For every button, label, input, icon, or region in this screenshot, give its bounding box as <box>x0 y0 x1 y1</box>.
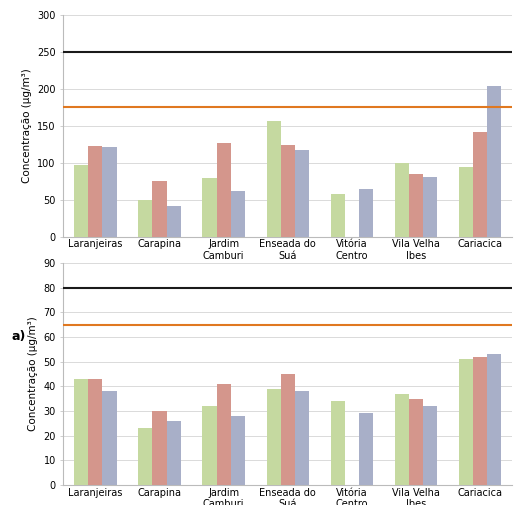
Bar <box>231 416 245 485</box>
Bar <box>409 398 423 485</box>
Bar <box>88 379 102 485</box>
Bar <box>359 189 373 237</box>
Bar <box>423 406 437 485</box>
Bar <box>331 401 345 485</box>
Bar <box>395 163 409 237</box>
Bar <box>153 411 166 485</box>
Bar <box>267 389 281 485</box>
Bar <box>395 394 409 485</box>
Bar <box>295 391 309 485</box>
Bar <box>166 421 181 485</box>
Bar <box>281 374 295 485</box>
Bar <box>295 149 309 237</box>
Bar <box>331 194 345 237</box>
Y-axis label: Concentração (µg/m³): Concentração (µg/m³) <box>28 317 38 431</box>
Bar <box>216 384 231 485</box>
Bar <box>423 177 437 237</box>
Bar <box>216 143 231 237</box>
Bar <box>202 406 216 485</box>
Bar <box>473 132 487 237</box>
Bar <box>74 165 88 237</box>
Bar <box>281 145 295 237</box>
Bar <box>74 379 88 485</box>
Bar <box>153 181 166 237</box>
Bar <box>231 191 245 237</box>
Bar <box>202 178 216 237</box>
Bar <box>88 146 102 237</box>
Bar <box>459 359 473 485</box>
Bar <box>138 200 153 237</box>
Legend: 2014, 2015, 2016, CONAMA 03/90, Decreto Estadual 3.463-R/2013: 2014, 2015, 2016, CONAMA 03/90, Decreto … <box>68 308 470 324</box>
Text: a): a) <box>12 330 26 343</box>
Bar <box>166 206 181 237</box>
Y-axis label: Concentração (µg/m³): Concentração (µg/m³) <box>22 69 32 183</box>
Bar <box>409 174 423 237</box>
Bar <box>359 414 373 485</box>
Bar <box>487 355 501 485</box>
Bar <box>138 428 153 485</box>
Bar <box>102 391 117 485</box>
Bar <box>459 167 473 237</box>
Bar <box>102 146 117 237</box>
Bar <box>487 86 501 237</box>
Bar <box>473 357 487 485</box>
Bar <box>267 121 281 237</box>
